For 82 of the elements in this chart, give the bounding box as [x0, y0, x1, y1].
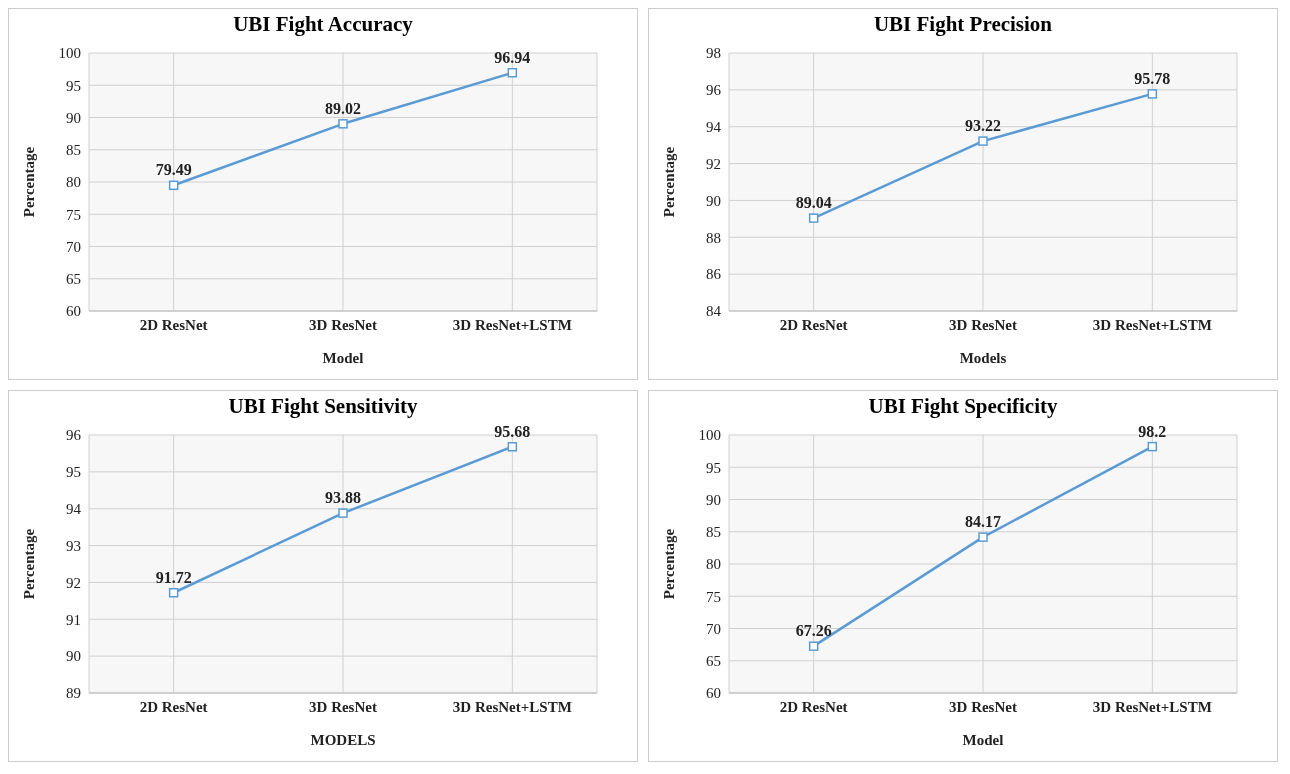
y-tick-label: 100	[698, 427, 721, 444]
x-axis-title: Model	[322, 350, 364, 366]
x-tick-label: 3D ResNet	[949, 316, 1017, 333]
point	[507, 67, 518, 78]
y-tick-label: 85	[706, 524, 721, 541]
y-tick-label: 89	[66, 685, 81, 702]
point	[338, 119, 348, 129]
y-tick-label: 98	[706, 45, 721, 62]
y-tick-label: 95	[706, 459, 721, 476]
x-tick-label: 3D ResNet+LSTM	[1092, 316, 1212, 333]
data-label: 96.94	[494, 48, 531, 66]
y-tick-label: 91	[66, 611, 81, 628]
x-tick-label: 3D ResNet	[949, 698, 1017, 715]
point	[978, 532, 988, 542]
x-tick-label: 3D ResNet+LSTM	[452, 316, 572, 333]
x-tick-label: 2D ResNet	[139, 316, 208, 333]
data-label: 79.49	[155, 161, 192, 179]
chart-title: UBI Fight Accuracy	[232, 11, 414, 38]
y-tick-label: 70	[66, 238, 81, 255]
data-label: 89.02	[325, 99, 361, 117]
x-axis-title: Model	[962, 732, 1004, 748]
y-tick-label: 95	[66, 464, 81, 481]
data-label: 84.17	[965, 513, 1001, 531]
y-tick-label: 86	[706, 266, 722, 283]
y-tick-label: 94	[706, 119, 722, 136]
y-axis-title: Percentage	[21, 528, 38, 600]
point	[1147, 441, 1158, 452]
point	[168, 180, 179, 191]
y-tick-label: 65	[706, 653, 721, 670]
data-label: 95.68	[494, 422, 531, 440]
data-label: 91.72	[155, 568, 192, 586]
y-tick-label: 93	[66, 537, 81, 554]
y-tick-label: 90	[706, 192, 721, 209]
y-tick-label: 60	[66, 303, 81, 320]
y-tick-label: 90	[66, 109, 81, 126]
y-tick-label: 100	[58, 45, 81, 62]
x-tick-label: 2D ResNet	[779, 698, 848, 715]
point	[1147, 89, 1158, 99]
point	[978, 136, 988, 146]
x-tick-label: 2D ResNet	[779, 316, 848, 333]
point	[507, 442, 518, 452]
data-label: 95.78	[1134, 69, 1171, 87]
x-tick-label: 3D ResNet+LSTM	[452, 698, 572, 715]
y-axis-title: Percentage	[661, 146, 678, 218]
y-tick-label: 90	[66, 648, 81, 665]
y-tick-label: 96	[706, 82, 722, 99]
y-tick-label: 90	[706, 491, 721, 508]
y-tick-label: 85	[66, 142, 81, 159]
point	[338, 508, 348, 518]
y-axis-title: Percentage	[661, 528, 678, 600]
y-tick-label: 80	[66, 174, 81, 191]
y-tick-label: 96	[66, 427, 82, 444]
data-label: 98.2	[1138, 422, 1167, 440]
point	[808, 213, 819, 223]
point	[168, 588, 179, 598]
x-tick-label: 2D ResNet	[139, 698, 208, 715]
y-axis-title: Percentage	[21, 146, 38, 218]
data-label: 67.26	[795, 622, 832, 640]
x-tick-label: 3D ResNet	[309, 316, 377, 333]
y-tick-label: 84	[706, 303, 722, 320]
y-tick-label: 60	[706, 685, 721, 702]
x-tick-label: 3D ResNet	[309, 698, 377, 715]
chart-title: UBI Fight Specificity	[867, 393, 1059, 420]
x-tick-label: 3D ResNet+LSTM	[1092, 698, 1212, 715]
y-tick-label: 94	[66, 501, 82, 518]
x-axis-title: Models	[959, 350, 1007, 366]
y-tick-label: 88	[706, 229, 721, 246]
point	[808, 641, 819, 651]
y-tick-label: 95	[66, 77, 81, 94]
x-axis-title: MODELS	[310, 732, 376, 748]
y-tick-label: 70	[706, 620, 721, 637]
y-tick-label: 75	[706, 588, 721, 605]
chart-title: UBI Fight Sensitivity	[227, 393, 419, 420]
y-tick-label: 65	[66, 271, 81, 288]
y-tick-label: 80	[706, 556, 721, 573]
data-label: 93.22	[965, 117, 1001, 135]
y-tick-label: 92	[706, 155, 721, 172]
chart-title: UBI Fight Precision	[872, 11, 1054, 38]
y-tick-label: 92	[66, 574, 81, 591]
y-tick-label: 75	[66, 206, 81, 223]
data-label: 93.88	[325, 489, 361, 507]
data-label: 89.04	[795, 194, 832, 212]
